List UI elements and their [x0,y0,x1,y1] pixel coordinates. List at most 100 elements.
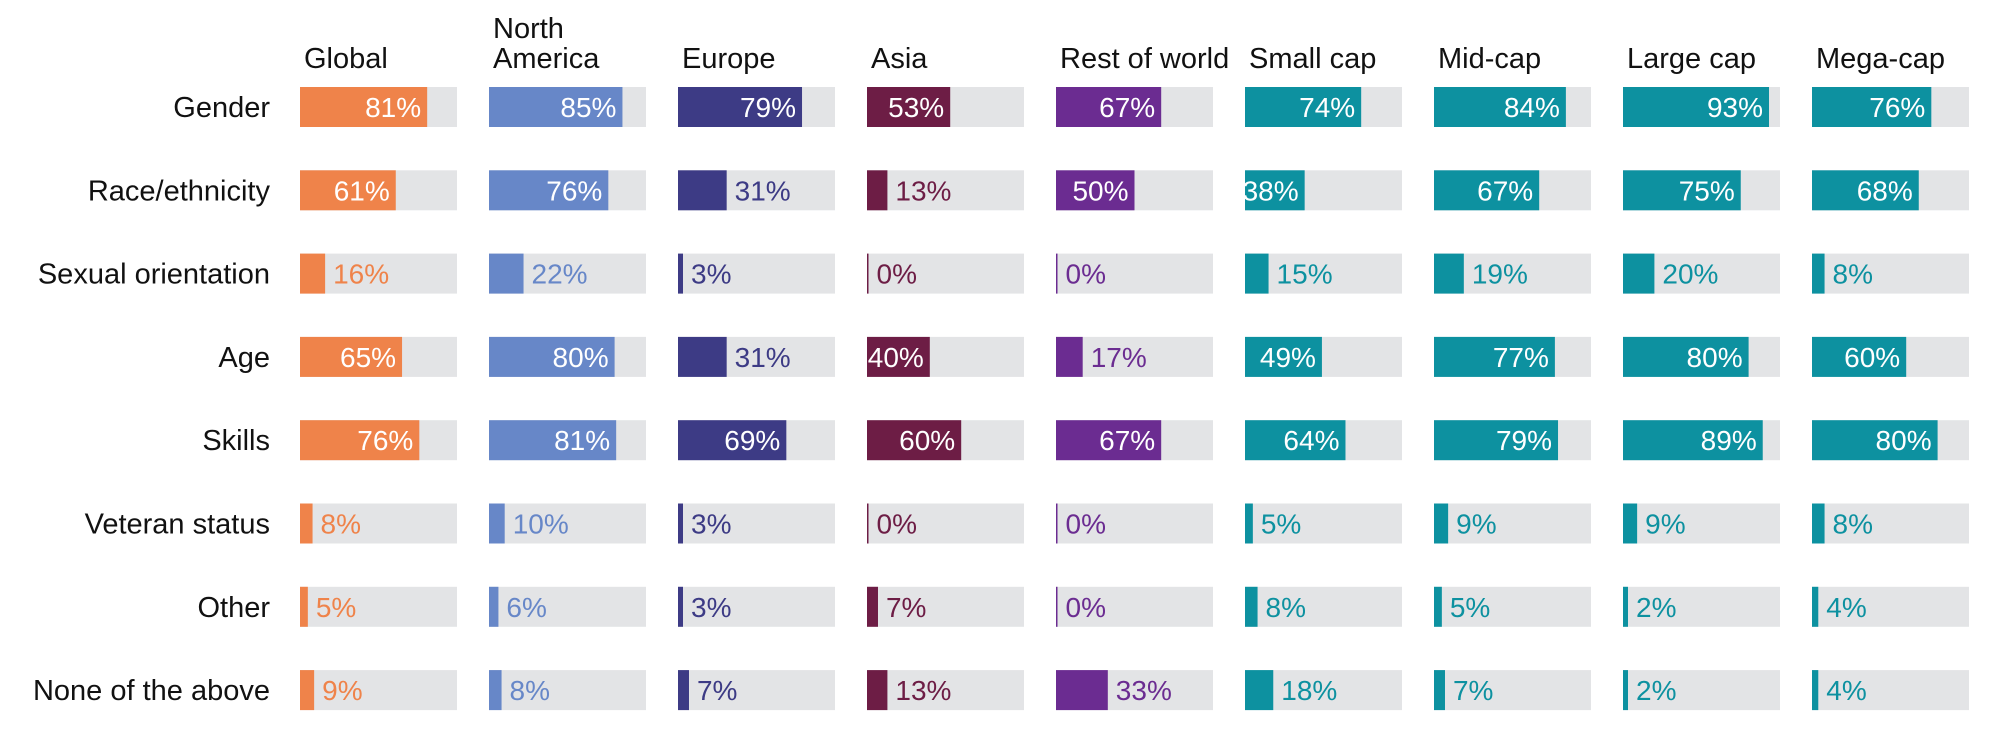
bar [489,586,499,627]
data-label: 2% [1636,675,1676,706]
bar [489,336,615,377]
data-label: 3% [691,509,731,540]
bar-track [1245,253,1402,294]
bar [1434,670,1445,711]
bar-track [1434,670,1591,711]
bar [1245,586,1258,627]
data-label: 6% [506,592,546,623]
bar [489,170,609,211]
bar [489,420,617,461]
bar [1245,503,1253,544]
bar-track [678,586,835,627]
bar-track [1812,586,1969,627]
column-header-mega-cap: Mega-cap [1816,43,1945,75]
data-label: 38% [1243,175,1299,206]
data-label: 89% [1701,425,1757,456]
column-header-small-cap: Small cap [1249,43,1376,75]
data-label: 79% [1496,425,1552,456]
bar [1056,503,1058,544]
bar [1245,87,1362,127]
column-header-asia: Asia [871,43,928,75]
data-label: 9% [1456,509,1496,540]
data-label: 61% [334,175,390,206]
data-label: 20% [1662,259,1718,290]
data-label: 76% [1869,92,1925,123]
data-label: 60% [899,425,955,456]
data-label: 13% [895,175,951,206]
data-label: 68% [1857,175,1913,206]
bar [867,170,888,211]
bar [1056,336,1083,377]
bar [1056,586,1058,627]
bar-track [1056,586,1213,627]
data-label: 4% [1826,592,1866,623]
data-label: 22% [532,259,588,290]
bar [1434,87,1566,127]
data-label: 3% [691,259,731,290]
data-label: 80% [553,342,609,373]
bar [1812,420,1938,461]
bar [678,503,683,544]
bar [678,87,803,127]
row-label-sexual-orientation: Sexual orientation [38,259,270,291]
bar [1056,170,1135,211]
bar [1245,336,1322,377]
bar-track [1245,586,1402,627]
column-header-europe: Europe [682,43,776,75]
bar-track [1623,503,1780,544]
data-label: 8% [1833,509,1873,540]
data-label: 69% [724,425,780,456]
bar-track [300,503,457,544]
data-label: 65% [340,342,396,373]
bar [1623,336,1749,377]
row-label-other: Other [197,592,270,624]
data-label: 0% [877,509,917,540]
bar [1623,87,1770,127]
data-label: 8% [321,509,361,540]
bar [678,336,727,377]
data-label: 40% [868,342,924,373]
bar [1056,253,1058,294]
data-label: 8% [510,675,550,706]
bar [678,170,727,211]
data-label: 67% [1099,92,1155,123]
row-label-age: Age [218,342,270,374]
bar [300,503,313,544]
data-label: 7% [697,675,737,706]
data-label: 81% [554,425,610,456]
column-header-large-cap: Large cap [1627,43,1756,75]
data-label: 0% [1066,259,1106,290]
bar [300,87,428,127]
data-label: 75% [1679,175,1735,206]
data-label: 7% [886,592,926,623]
bar-track [300,586,457,627]
data-label: 8% [1833,259,1873,290]
bar [867,670,888,711]
bar [1056,87,1162,127]
bar [1434,420,1559,461]
bar [300,420,420,461]
bar [1812,503,1825,544]
bar [867,420,962,461]
bar-track [678,503,835,544]
bar [1623,586,1628,627]
bar-track [1056,503,1213,544]
bar-track [300,253,457,294]
bar-track [1056,253,1213,294]
data-label: 74% [1299,92,1355,123]
data-label: 80% [1876,425,1932,456]
column-header-rest-of-world: Rest of world [1060,43,1229,75]
bar-track [867,670,1024,711]
data-label: 18% [1281,675,1337,706]
bar [1812,670,1819,711]
bar [867,586,878,627]
data-label: 80% [1687,342,1743,373]
data-label: 15% [1277,259,1333,290]
data-label: 9% [322,675,362,706]
bar [867,87,951,127]
bar [1434,336,1555,377]
data-label: 13% [895,675,951,706]
data-label: 0% [1066,592,1106,623]
bar [1623,670,1628,711]
bar [1623,503,1638,544]
